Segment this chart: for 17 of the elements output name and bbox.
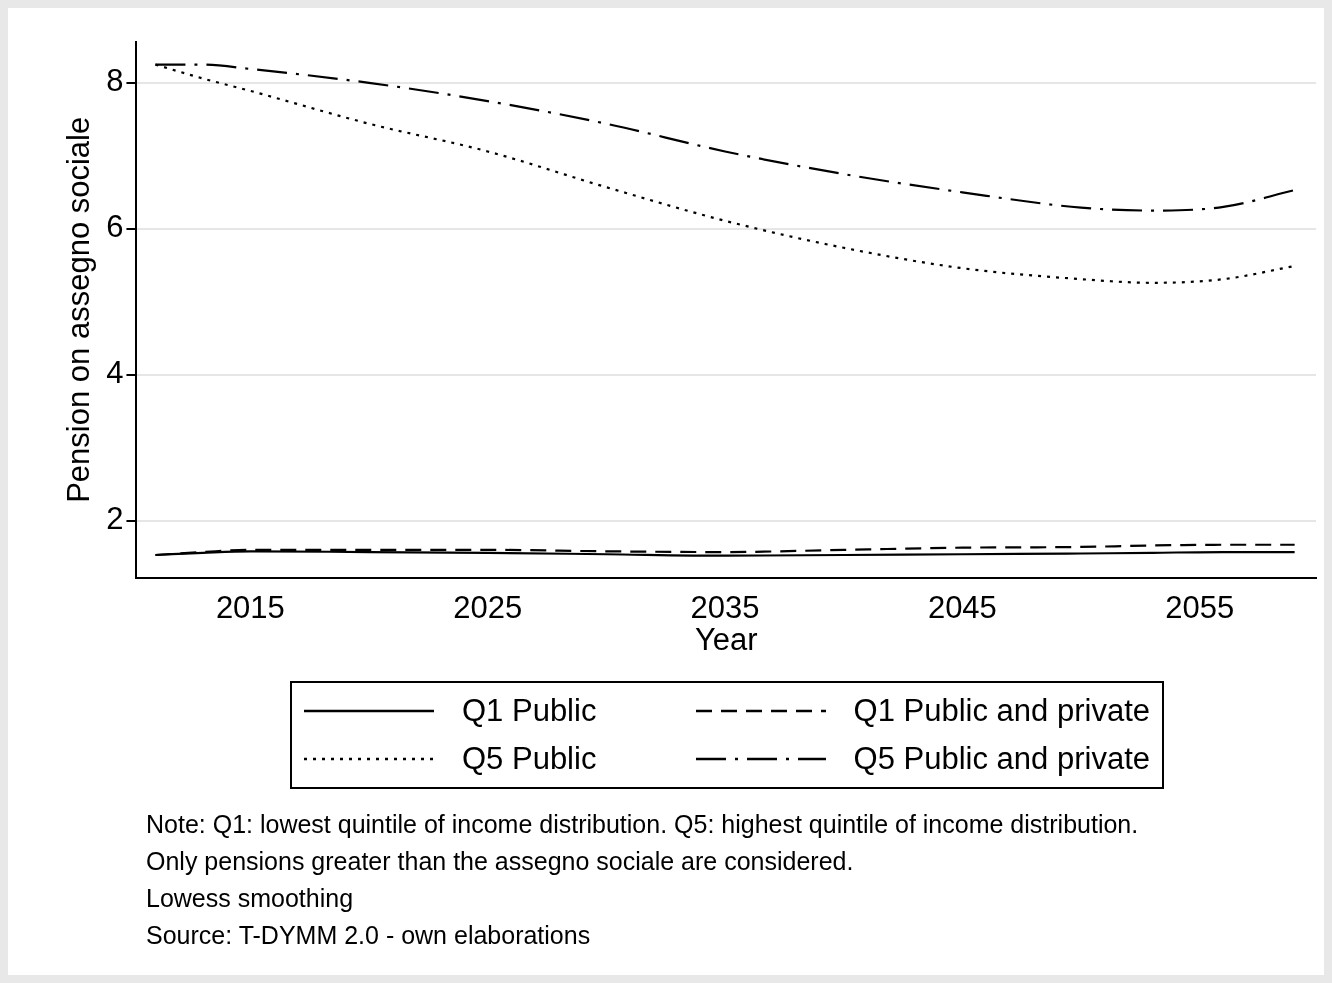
source-note: Source: T-DYMM 2.0 - own elaborations: [146, 920, 592, 951]
x-tick-label: 2015: [215, 589, 285, 625]
text: Note: Q1: lowest quintile of income distribution. Q5: highest quintile of income distribution.: [146, 809, 1139, 840]
y-axis-title: Pension on assegno sociale: [61, 116, 97, 503]
text: Lowess smoothing: [146, 883, 355, 914]
legend-label: Q1 Public and private: [853, 693, 1150, 729]
y-tick-label: 4: [106, 355, 124, 391]
y-tick-label: 2: [106, 501, 124, 537]
x-tick-label: 2025: [453, 589, 523, 625]
legend-label: Q5 Public: [462, 741, 597, 777]
legend-label: Q1 Public: [462, 693, 597, 729]
x-tick-label: 2055: [1165, 589, 1235, 625]
text: Only pensions greater than the assegno sociale are considered.: [146, 846, 855, 877]
x-tick-label: 2045: [927, 589, 997, 625]
y-tick-label: 6: [106, 209, 124, 245]
y-tick-label: 8: [106, 63, 124, 99]
legend-label: Q5 Public and private: [853, 741, 1150, 777]
